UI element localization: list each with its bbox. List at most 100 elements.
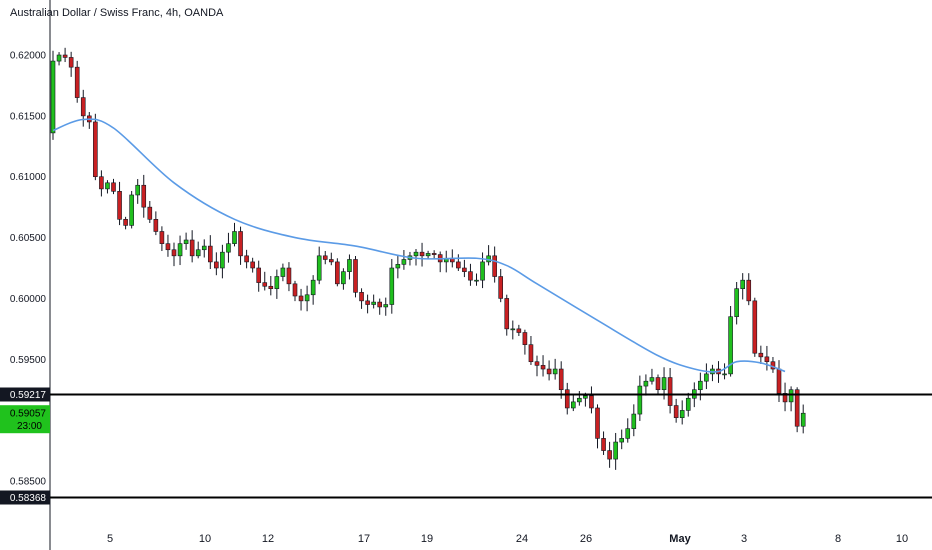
candle-body <box>661 377 667 391</box>
candle-body <box>99 176 104 190</box>
candle-body <box>631 413 637 429</box>
candle-up <box>443 250 449 273</box>
candle-up <box>341 268 346 290</box>
candle-body <box>208 245 213 263</box>
candle-down <box>365 294 370 314</box>
candle-down <box>589 386 594 414</box>
candle-body <box>232 231 237 244</box>
candle-body <box>546 368 552 375</box>
candle-down <box>534 355 540 377</box>
x-tick-label: 17 <box>358 533 370 545</box>
candle-body <box>353 259 358 293</box>
candle-down <box>564 382 570 415</box>
candle-body <box>558 368 564 391</box>
candle-down <box>607 441 612 468</box>
candle-body <box>310 279 316 296</box>
candle-body <box>74 66 80 98</box>
candle-body <box>335 261 340 285</box>
candles <box>50 47 806 470</box>
candle-body <box>655 377 661 391</box>
horizontal-lines: 0.59217 0.58368 <box>0 387 932 505</box>
candle-up <box>710 364 715 382</box>
candle-up <box>649 368 655 385</box>
candle-body <box>679 410 685 419</box>
candle-down <box>782 382 788 412</box>
y-tick-label: 0.60000 <box>10 294 47 305</box>
candle-body <box>619 438 625 443</box>
candle-up <box>50 50 56 140</box>
candle-body <box>262 282 268 287</box>
candle-body <box>214 261 219 269</box>
candle-body <box>758 352 764 358</box>
candle-body <box>280 267 286 277</box>
chart-title: Australian Dollar / Swiss Franc, 4h, OAN… <box>10 7 224 19</box>
candle-body <box>129 194 134 226</box>
candle-up <box>56 52 62 66</box>
candle-body <box>189 239 195 257</box>
candle-body <box>522 332 528 345</box>
candle-body <box>474 279 479 282</box>
candle-up <box>704 363 709 390</box>
candle-body <box>788 389 794 403</box>
candle-body <box>431 253 437 255</box>
candle-down <box>335 258 340 287</box>
candle-body <box>734 288 739 317</box>
candle-body <box>274 276 280 289</box>
candle-body <box>722 373 727 376</box>
y-axis: 0.62000 0.61500 0.61000 0.60500 0.60000 0.595… <box>10 51 47 488</box>
candle-up <box>407 251 413 266</box>
candle-body <box>601 438 606 451</box>
candle-body <box>776 368 782 394</box>
candle-body <box>147 206 153 220</box>
candle-down <box>764 345 770 371</box>
ema-line <box>52 118 786 373</box>
candle-down <box>601 431 606 455</box>
candle-body <box>123 219 128 226</box>
candle-body <box>516 328 522 333</box>
x-tick-label: 8 <box>835 533 841 545</box>
candle-body <box>649 377 655 382</box>
candle-up <box>129 190 134 229</box>
candle-body <box>613 441 618 460</box>
candle-body <box>413 251 419 257</box>
candle-down <box>87 112 92 129</box>
candle-body <box>159 231 165 244</box>
horizontal-line-label: 0.58368 <box>10 493 47 504</box>
candle-body <box>589 395 594 409</box>
candle-up <box>201 239 207 258</box>
candle-down <box>437 251 443 273</box>
candle-body <box>746 279 752 302</box>
candle-up <box>619 429 625 450</box>
candle-down <box>504 294 510 336</box>
candle-down <box>111 178 116 195</box>
candle-body <box>322 255 328 260</box>
candle-down <box>655 374 661 396</box>
candle-body <box>552 368 558 375</box>
candle-body <box>298 295 304 302</box>
candle-body <box>456 261 461 269</box>
candle-body <box>637 385 643 415</box>
candle-down <box>286 262 292 292</box>
candle-up <box>577 391 582 406</box>
candle-body <box>371 301 376 305</box>
candle-down <box>558 361 564 399</box>
candle-up <box>220 244 225 279</box>
candle-body <box>740 279 746 289</box>
candle-body <box>468 271 473 281</box>
candle-up <box>552 358 558 380</box>
candle-body <box>93 121 98 178</box>
candle-up <box>800 404 806 434</box>
candle-down <box>431 250 437 260</box>
candle-body <box>425 253 431 257</box>
candle-down <box>468 263 473 286</box>
candle-body <box>220 251 225 269</box>
candle-down <box>117 181 122 226</box>
candle-up <box>698 372 703 401</box>
candle-down <box>528 335 534 365</box>
candle-down <box>141 174 147 218</box>
candle-down <box>123 216 128 230</box>
candle-up <box>613 432 618 470</box>
candle-down <box>262 271 268 291</box>
